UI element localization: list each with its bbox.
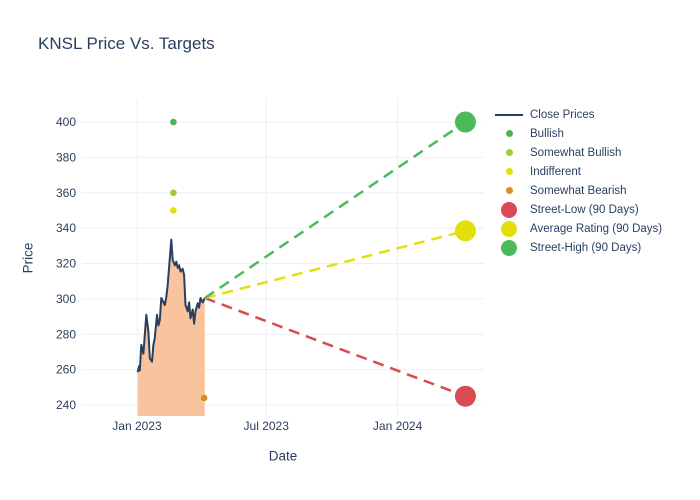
rating-dot-somewhat-bearish[interactable] (200, 394, 208, 402)
target-dot-street-high-90-days[interactable] (454, 111, 476, 133)
legend-dot-icon (495, 163, 523, 181)
projection-line-average-rating-90-days (204, 229, 466, 300)
target-dot-average-rating-90-days[interactable] (454, 220, 476, 242)
legend-item-somewhat-bullish[interactable]: Somewhat Bullish (495, 143, 662, 162)
legend-dot-icon (495, 239, 523, 257)
legend-item-average-rating-90-days[interactable]: Average Rating (90 Days) (495, 219, 662, 238)
y-tick-label: 260 (56, 363, 76, 377)
legend-item-street-low-90-days[interactable]: Street-Low (90 Days) (495, 200, 662, 219)
y-tick-label: 340 (56, 221, 76, 235)
legend-line-swatch-icon (495, 106, 523, 124)
rating-dot-indifferent[interactable] (170, 207, 177, 214)
x-axis-title: Date (268, 448, 298, 464)
x-tick-label: Jan 2023 (112, 419, 162, 433)
projection-line-street-high-90-days (204, 120, 467, 300)
legend-dot-icon (495, 125, 523, 143)
y-tick-label: 320 (56, 257, 76, 271)
legend-dot-icon (495, 144, 523, 162)
legend-item-bullish[interactable]: Bullish (495, 124, 662, 143)
y-tick-label: 400 (56, 115, 76, 129)
y-axis-title: Price (20, 242, 36, 274)
rating-dot-bullish[interactable] (170, 118, 177, 126)
y-tick-label: 360 (56, 186, 76, 200)
legend-item-close-prices[interactable]: Close Prices (495, 105, 662, 124)
rating-dot-somewhat-bullish[interactable] (170, 189, 177, 197)
legend-label: Indifferent (530, 165, 581, 178)
legend-dot-icon (495, 201, 523, 219)
y-tick-label: 300 (56, 292, 76, 306)
target-dot-street-low-90-days[interactable] (454, 385, 476, 407)
legend-label: Average Rating (90 Days) (530, 222, 663, 235)
legend-item-street-high-90-days[interactable]: Street-High (90 Days) (495, 238, 662, 257)
legend-label: Somewhat Bearish (530, 184, 627, 197)
legend-label: Street-Low (90 Days) (530, 203, 639, 216)
legend-item-indifferent[interactable]: Indifferent (495, 162, 662, 181)
legend-label: Close Prices (530, 108, 595, 121)
y-tick-label: 240 (56, 398, 76, 412)
legend-item-somewhat-bearish[interactable]: Somewhat Bearish (495, 181, 662, 200)
y-tick-label: 380 (56, 150, 76, 164)
legend: Close Prices Bullish Somewhat Bullish Indif… (495, 105, 662, 257)
close-prices-fill (137, 239, 205, 416)
chart-title: KNSL Price Vs. Targets (38, 34, 215, 53)
legend-label: Somewhat Bullish (530, 146, 622, 159)
legend-label: Bullish (530, 127, 564, 140)
close-prices-line[interactable] (136, 238, 206, 373)
legend-dot-icon (495, 220, 523, 238)
x-tick-label: Jan 2024 (373, 419, 423, 433)
x-tick-label: Jul 2023 (244, 419, 290, 433)
y-tick-label: 280 (56, 327, 76, 341)
legend-label: Street-High (90 Days) (530, 241, 642, 254)
projection-line-street-low-90-days (204, 296, 466, 398)
legend-dot-icon (495, 182, 523, 200)
